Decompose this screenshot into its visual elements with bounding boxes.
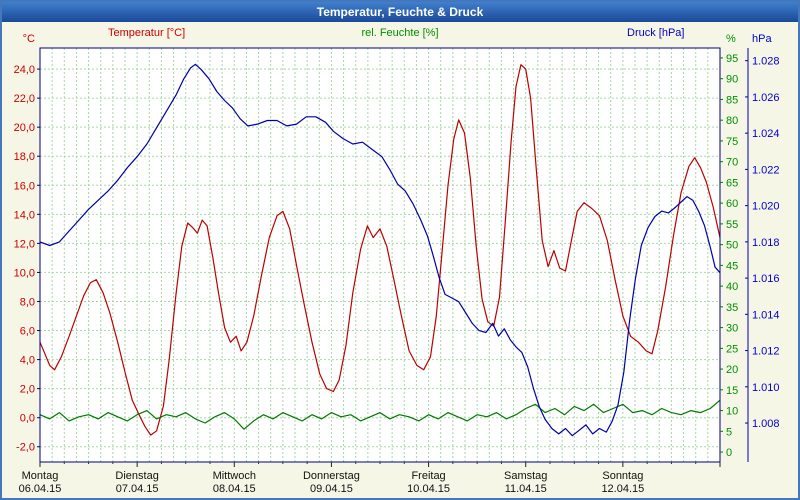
weather-chart: 24,0 22,0 20,0 18,0 16,0 14,0 12,0 10,0 8,0 6,0 4,… bbox=[14, 33, 780, 495]
humidity-tick-label: 60 bbox=[726, 198, 738, 210]
temp-axis-unit: °C bbox=[23, 33, 35, 45]
day-date-label: 07.04.15 bbox=[116, 483, 159, 495]
humidity-tick-label: 50 bbox=[726, 240, 738, 252]
humidity-tick-label: 70 bbox=[726, 157, 738, 169]
day-date-label: 11.04.15 bbox=[505, 483, 547, 495]
plot-area bbox=[40, 48, 720, 462]
temp-tick-label: -2,0 bbox=[16, 442, 35, 454]
pressure-tick-label: 1.024 bbox=[752, 128, 780, 140]
humidity-tick-label: 85 bbox=[726, 94, 738, 106]
day-name-label: Donnerstag bbox=[303, 470, 360, 482]
temp-tick-label: 24,0 bbox=[14, 64, 35, 76]
temp-tick-label: 10,0 bbox=[14, 267, 35, 279]
pressure-tick-label: 1.010 bbox=[752, 382, 780, 394]
pressure-tick-label: 1.018 bbox=[752, 237, 780, 249]
humidity-tick-label: 0 bbox=[726, 447, 732, 459]
day-date-label: 09.04.15 bbox=[310, 483, 353, 495]
pressure-tick-label: 1.008 bbox=[752, 418, 780, 430]
temperature-curve bbox=[39, 64, 721, 436]
humidity-tick-label: 10 bbox=[726, 406, 738, 418]
temp-tick-label: 20,0 bbox=[14, 122, 35, 134]
day-name-label: Freitag bbox=[411, 470, 445, 482]
pressure-tick-label: 1.016 bbox=[752, 273, 780, 285]
humidity-tick-label: 35 bbox=[726, 302, 738, 314]
humidity-tick-label: 45 bbox=[726, 260, 738, 272]
day-date-label: 08.04.15 bbox=[213, 483, 256, 495]
temp-tick-label: 6,0 bbox=[20, 326, 35, 338]
pressure-axis-unit: hPa bbox=[752, 33, 772, 45]
pressure-tick-label: 1.014 bbox=[752, 309, 780, 321]
day-name-label: Sonntag bbox=[602, 470, 643, 482]
day-name-label: Mittwoch bbox=[213, 470, 256, 482]
humidity-axis-unit: % bbox=[726, 33, 736, 45]
legend-humidity: rel. Feuchte [%] bbox=[361, 27, 439, 39]
humidity-tick-label: 90 bbox=[726, 74, 738, 86]
humidity-tick-label: 65 bbox=[726, 177, 738, 189]
humidity-tick-label: 20 bbox=[726, 364, 738, 376]
pressure-tick-label: 1.020 bbox=[752, 201, 780, 213]
humidity-tick-label: 5 bbox=[726, 426, 732, 438]
temp-tick-label: 16,0 bbox=[14, 180, 35, 192]
temp-tick-label: 0,0 bbox=[20, 413, 35, 425]
day-name-label: Dienstag bbox=[115, 470, 158, 482]
day-date-label: 12.04.15 bbox=[601, 483, 644, 495]
pressure-tick-label: 1.028 bbox=[752, 56, 780, 68]
day-date-label: 10.04.15 bbox=[407, 483, 450, 495]
temp-tick-label: 2,0 bbox=[20, 384, 35, 396]
window-title: Temperatur, Feuchte & Druck bbox=[316, 5, 484, 19]
pressure-axis: 1.028 1.026 1.024 1.022 1.020 1.018 1.016 1.014… bbox=[745, 33, 780, 462]
humidity-curve bbox=[39, 399, 721, 430]
pressure-curve bbox=[39, 63, 721, 437]
day-date-label: 06.04.15 bbox=[19, 483, 62, 495]
humidity-tick-label: 30 bbox=[726, 323, 738, 335]
day-name-label: Montag bbox=[22, 470, 59, 482]
temp-tick-label: 14,0 bbox=[14, 209, 35, 221]
pressure-tick-label: 1.012 bbox=[752, 346, 780, 358]
humidity-tick-label: 95 bbox=[726, 53, 738, 65]
day-name-label: Samstag bbox=[504, 470, 547, 482]
temp-tick-label: 22,0 bbox=[14, 93, 35, 105]
legend-temperature: Temperatur [°C] bbox=[108, 27, 186, 39]
humidity-tick-label: 40 bbox=[726, 281, 738, 293]
temp-tick-label: 12,0 bbox=[14, 238, 35, 250]
temperature-axis: 24,0 22,0 20,0 18,0 16,0 14,0 12,0 10,0 8,0 6,0 4,… bbox=[14, 33, 40, 454]
pressure-tick-label: 1.026 bbox=[752, 92, 780, 104]
humidity-tick-label: 25 bbox=[726, 343, 738, 355]
temp-tick-label: 18,0 bbox=[14, 151, 35, 163]
gridlines bbox=[40, 48, 720, 462]
humidity-tick-label: 75 bbox=[726, 136, 738, 148]
pressure-tick-label: 1.022 bbox=[752, 164, 780, 176]
legend-pressure: Druck [hPa] bbox=[627, 27, 685, 39]
window-titlebar[interactable]: Temperatur, Feuchte & Druck bbox=[2, 2, 798, 22]
humidity-tick-label: 80 bbox=[726, 115, 738, 127]
humidity-tick-label: 55 bbox=[726, 219, 738, 231]
humidity-tick-label: 15 bbox=[726, 385, 738, 397]
temp-tick-label: 8,0 bbox=[20, 296, 35, 308]
temp-tick-label: 4,0 bbox=[20, 355, 35, 367]
